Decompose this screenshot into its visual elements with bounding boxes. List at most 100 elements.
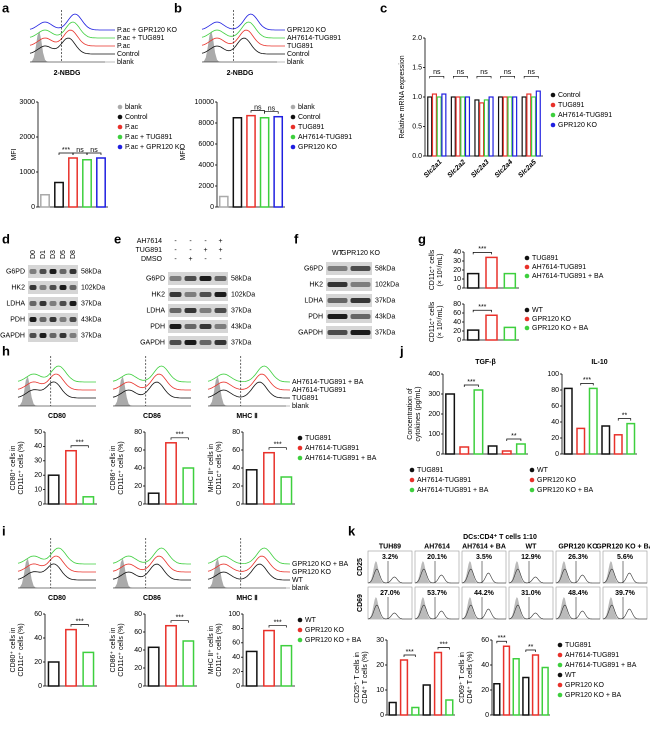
significance: ***: [440, 641, 448, 648]
condition-label: AH7614: [137, 238, 162, 245]
y-tick-label: 100: [428, 431, 440, 438]
hist-blank: [509, 597, 553, 619]
hist-legend-label: AH7614-TUG891 + BA: [292, 379, 364, 386]
legend-label: GPR120 KO: [537, 477, 576, 484]
hist-curve: [461, 604, 506, 620]
row-label: G6PD: [304, 265, 323, 272]
bar: [280, 644, 293, 687]
bar: [576, 427, 586, 455]
condition-sign: -: [174, 256, 177, 263]
panel-letter: h: [2, 343, 10, 358]
hist-curve: [555, 604, 600, 620]
blot-band: [39, 317, 47, 322]
significance: ns: [254, 104, 262, 111]
y-tick-label: 0: [380, 712, 384, 719]
chart-title: TGF-β: [475, 359, 496, 366]
hist-legend-label: AH7614-TUG891: [292, 387, 346, 394]
hist-blank: [415, 597, 459, 619]
y-tick-label: 0: [485, 712, 489, 719]
legend-marker: [117, 134, 123, 140]
blot-band: [49, 269, 57, 274]
legend-marker: [297, 637, 303, 643]
y-tick-label: 100: [547, 371, 559, 378]
hist-curve: [207, 373, 291, 391]
percent-label: 20.1%: [427, 554, 448, 561]
y-tick-label: 60: [232, 447, 240, 454]
row-label: HK2: [151, 291, 165, 298]
significance: ***: [274, 619, 282, 626]
legend-marker: [524, 316, 530, 322]
legend-label: TUG891: [417, 467, 444, 474]
significance: ns: [90, 147, 98, 154]
row-label: PDH: [10, 316, 25, 323]
significance: ***: [76, 440, 84, 447]
sig-bracket: [264, 111, 279, 114]
bar: [422, 684, 431, 716]
hist-curve: [17, 381, 96, 399]
hist-legend-label: WT: [292, 577, 304, 584]
blot-band: [184, 308, 197, 313]
hist-blank: [603, 597, 647, 619]
row-label: LDHA: [304, 297, 323, 304]
hist-curve: [367, 568, 412, 584]
blot-band: [199, 292, 212, 297]
legend-marker: [524, 264, 530, 270]
blot-strip: [326, 294, 372, 307]
blot-band: [327, 298, 348, 303]
x-axis-label: 2-NBDG: [54, 70, 81, 77]
sig-bracket: [86, 152, 102, 155]
bar: [515, 443, 526, 455]
kda-label: 102kDa: [231, 291, 255, 298]
bar: [65, 449, 77, 505]
bar: [165, 442, 177, 505]
blot-band: [214, 340, 227, 345]
bar: [485, 256, 498, 289]
y-tick-label: 60: [134, 629, 142, 636]
y-tick-label: 60: [551, 403, 559, 410]
y-tick-label: 2000: [198, 183, 214, 190]
y-tick-label: 0: [138, 501, 142, 508]
bar: [503, 326, 517, 341]
legend-marker: [117, 144, 123, 150]
bar: [147, 492, 160, 505]
row-label: GAPDH: [298, 329, 323, 336]
bar: [530, 96, 537, 157]
legend-marker: [557, 642, 563, 648]
y-tick-label: 20: [34, 472, 42, 479]
hist-curve: [414, 568, 459, 584]
bar: [601, 425, 611, 455]
significance: ***: [478, 304, 486, 311]
condition-sign: -: [174, 247, 177, 254]
x-tick-label: Slc2a5: [517, 159, 538, 180]
bar: [450, 96, 456, 157]
hist-curve: [508, 568, 553, 584]
blot-strip: [326, 310, 372, 323]
row-label: LDHA: [6, 300, 25, 307]
y-tick-label: 0: [210, 204, 214, 211]
hist-blank: [556, 561, 600, 583]
hist-legend-label: GPR120 KO: [292, 569, 331, 576]
y-tick-label: 2.0: [412, 35, 422, 42]
column-label: AH7614: [424, 543, 450, 550]
condition-sign: -: [189, 247, 192, 254]
y-tick-label: 30: [34, 458, 42, 465]
significance: ***: [478, 246, 486, 253]
significance: ***: [176, 432, 184, 439]
hist-legend-label: blank: [117, 59, 134, 66]
legend-marker: [524, 273, 530, 279]
bar: [182, 640, 195, 687]
x-tick-label: Slc2a1: [423, 159, 444, 180]
panel-letter: c: [380, 0, 387, 15]
hist-curve: [201, 13, 285, 31]
y-tick-label: 0: [457, 337, 461, 344]
blot-band: [199, 340, 212, 345]
significance: ns: [504, 69, 512, 76]
blot-band: [169, 292, 182, 297]
column-label: TUH89: [379, 543, 401, 550]
bar: [460, 96, 466, 157]
bar: [82, 159, 92, 208]
bar: [246, 114, 256, 208]
blot-band: [350, 314, 371, 319]
hist-curve: [508, 604, 553, 620]
kda-label: 37kDa: [81, 332, 101, 339]
